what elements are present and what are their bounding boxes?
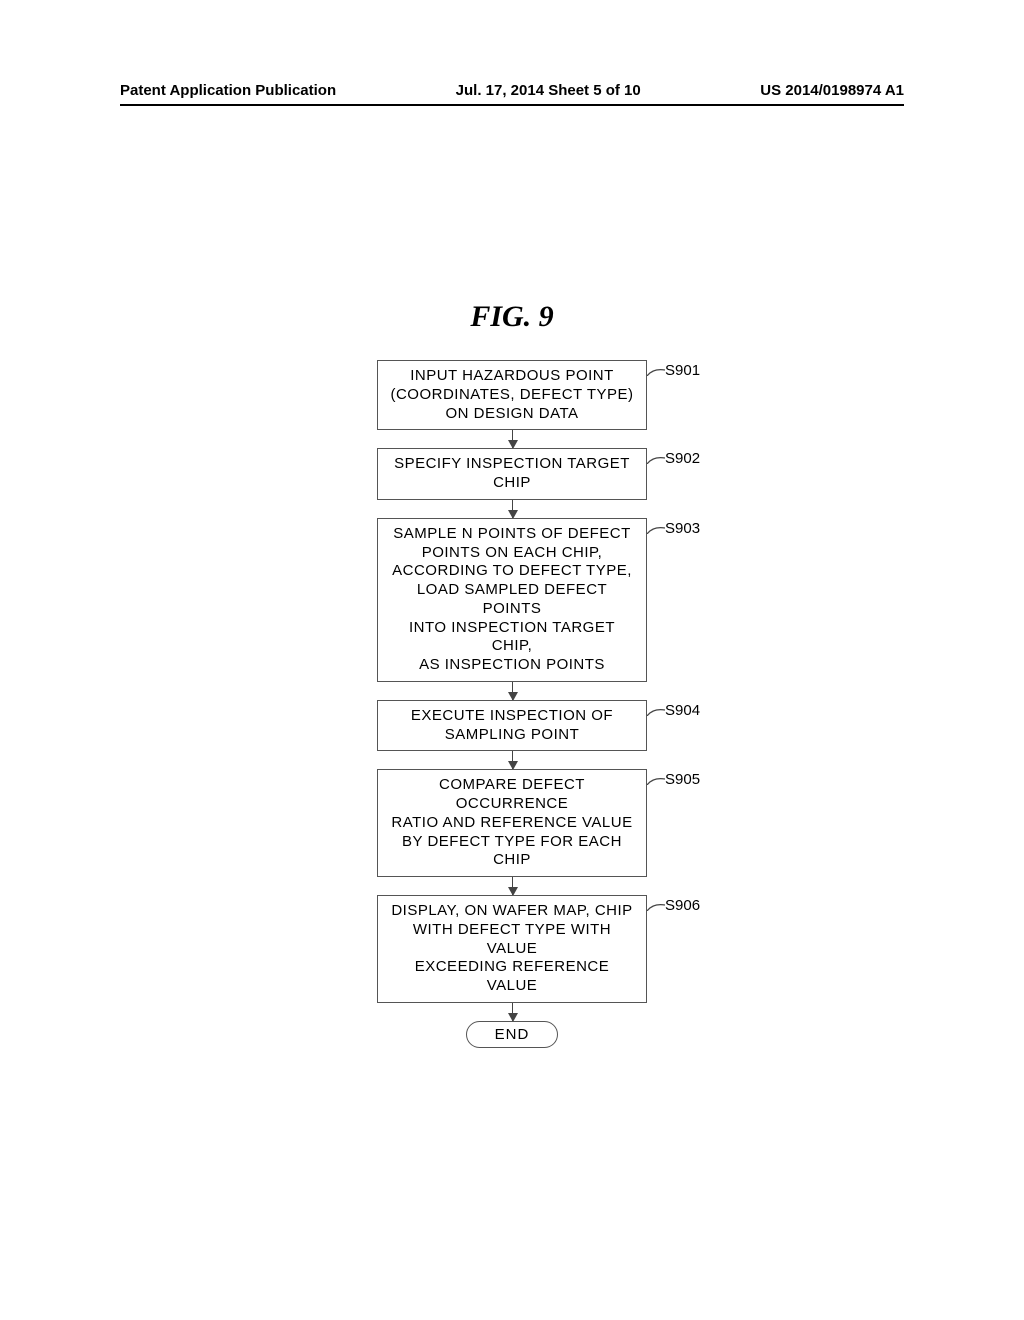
page-header: Patent Application Publication Jul. 17, … bbox=[120, 82, 904, 99]
header-rule bbox=[120, 104, 904, 106]
flow-step-id: S905 bbox=[665, 771, 700, 788]
flow-step-s906: DISPLAY, ON WAFER MAP, CHIPWITH DEFECT T… bbox=[377, 895, 647, 1003]
header-left: Patent Application Publication bbox=[120, 82, 336, 99]
leader-line-icon bbox=[647, 454, 665, 464]
flow-box: COMPARE DEFECT OCCURRENCERATIO AND REFER… bbox=[377, 769, 647, 877]
flow-step-s902: SPECIFY INSPECTION TARGET CHIP S902 bbox=[377, 448, 647, 500]
flowchart-container: INPUT HAZARDOUS POINT(COORDINATES, DEFEC… bbox=[377, 360, 647, 1048]
flow-terminator-end: END bbox=[466, 1021, 559, 1048]
flow-step-id: S901 bbox=[665, 362, 700, 379]
flow-step-label: S904 bbox=[647, 702, 700, 719]
flow-box: SPECIFY INSPECTION TARGET CHIP bbox=[377, 448, 647, 500]
leader-line-icon bbox=[647, 901, 665, 911]
flow-arrow bbox=[512, 682, 513, 700]
flow-arrow bbox=[512, 500, 513, 518]
flow-arrow bbox=[512, 1003, 513, 1021]
leader-line-icon bbox=[647, 366, 665, 376]
leader-line-icon bbox=[647, 524, 665, 534]
flow-step-label: S902 bbox=[647, 450, 700, 467]
flow-step-id: S903 bbox=[665, 520, 700, 537]
flow-step-id: S906 bbox=[665, 897, 700, 914]
flow-box: EXECUTE INSPECTION OFSAMPLING POINT bbox=[377, 700, 647, 752]
flow-step-s904: EXECUTE INSPECTION OFSAMPLING POINT S904 bbox=[377, 700, 647, 752]
header-right: US 2014/0198974 A1 bbox=[760, 82, 904, 99]
flow-arrow bbox=[512, 877, 513, 895]
flow-step-s905: COMPARE DEFECT OCCURRENCERATIO AND REFER… bbox=[377, 769, 647, 877]
flow-step-label: S903 bbox=[647, 520, 700, 537]
flow-step-id: S904 bbox=[665, 702, 700, 719]
header-center: Jul. 17, 2014 Sheet 5 of 10 bbox=[456, 82, 641, 99]
flow-step-label: S906 bbox=[647, 897, 700, 914]
flow-box: SAMPLE N POINTS OF DEFECTPOINTS ON EACH … bbox=[377, 518, 647, 682]
leader-line-icon bbox=[647, 775, 665, 785]
leader-line-icon bbox=[647, 706, 665, 716]
flow-box: DISPLAY, ON WAFER MAP, CHIPWITH DEFECT T… bbox=[377, 895, 647, 1003]
flow-step-s903: SAMPLE N POINTS OF DEFECTPOINTS ON EACH … bbox=[377, 518, 647, 682]
flow-step-id: S902 bbox=[665, 450, 700, 467]
flow-box: INPUT HAZARDOUS POINT(COORDINATES, DEFEC… bbox=[377, 360, 647, 430]
flow-step-label: S901 bbox=[647, 362, 700, 379]
flow-arrow bbox=[512, 751, 513, 769]
flow-step-s901: INPUT HAZARDOUS POINT(COORDINATES, DEFEC… bbox=[377, 360, 647, 430]
flow-step-label: S905 bbox=[647, 771, 700, 788]
figure-title: FIG. 9 bbox=[470, 300, 553, 334]
flow-arrow bbox=[512, 430, 513, 448]
